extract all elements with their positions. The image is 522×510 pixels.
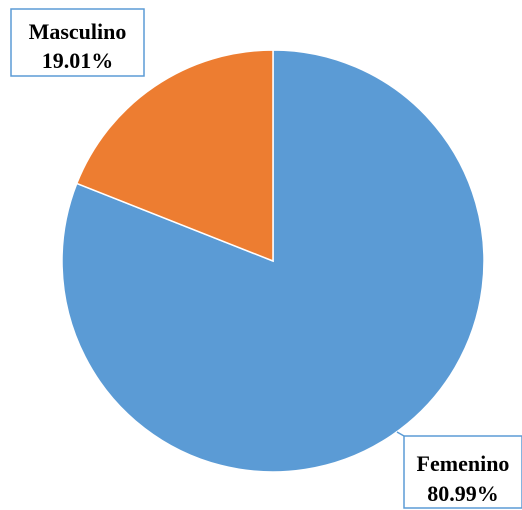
callout-box-masculino [10,8,145,77]
callout-femenino: Femenino 80.99% [396,431,522,509]
slice-value-femenino: 80.99% [427,481,499,506]
pie-slice-masculino [75,49,274,263]
pie-slices [61,49,485,473]
callout-leader-femenino [396,431,405,437]
slice-label-masculino: Masculino [29,19,127,44]
callout-masculino: Masculino 19.01% [10,8,145,77]
callout-box-femenino [403,435,522,509]
slice-label-femenino: Femenino [417,451,510,476]
slice-value-masculino: 19.01% [42,48,114,73]
